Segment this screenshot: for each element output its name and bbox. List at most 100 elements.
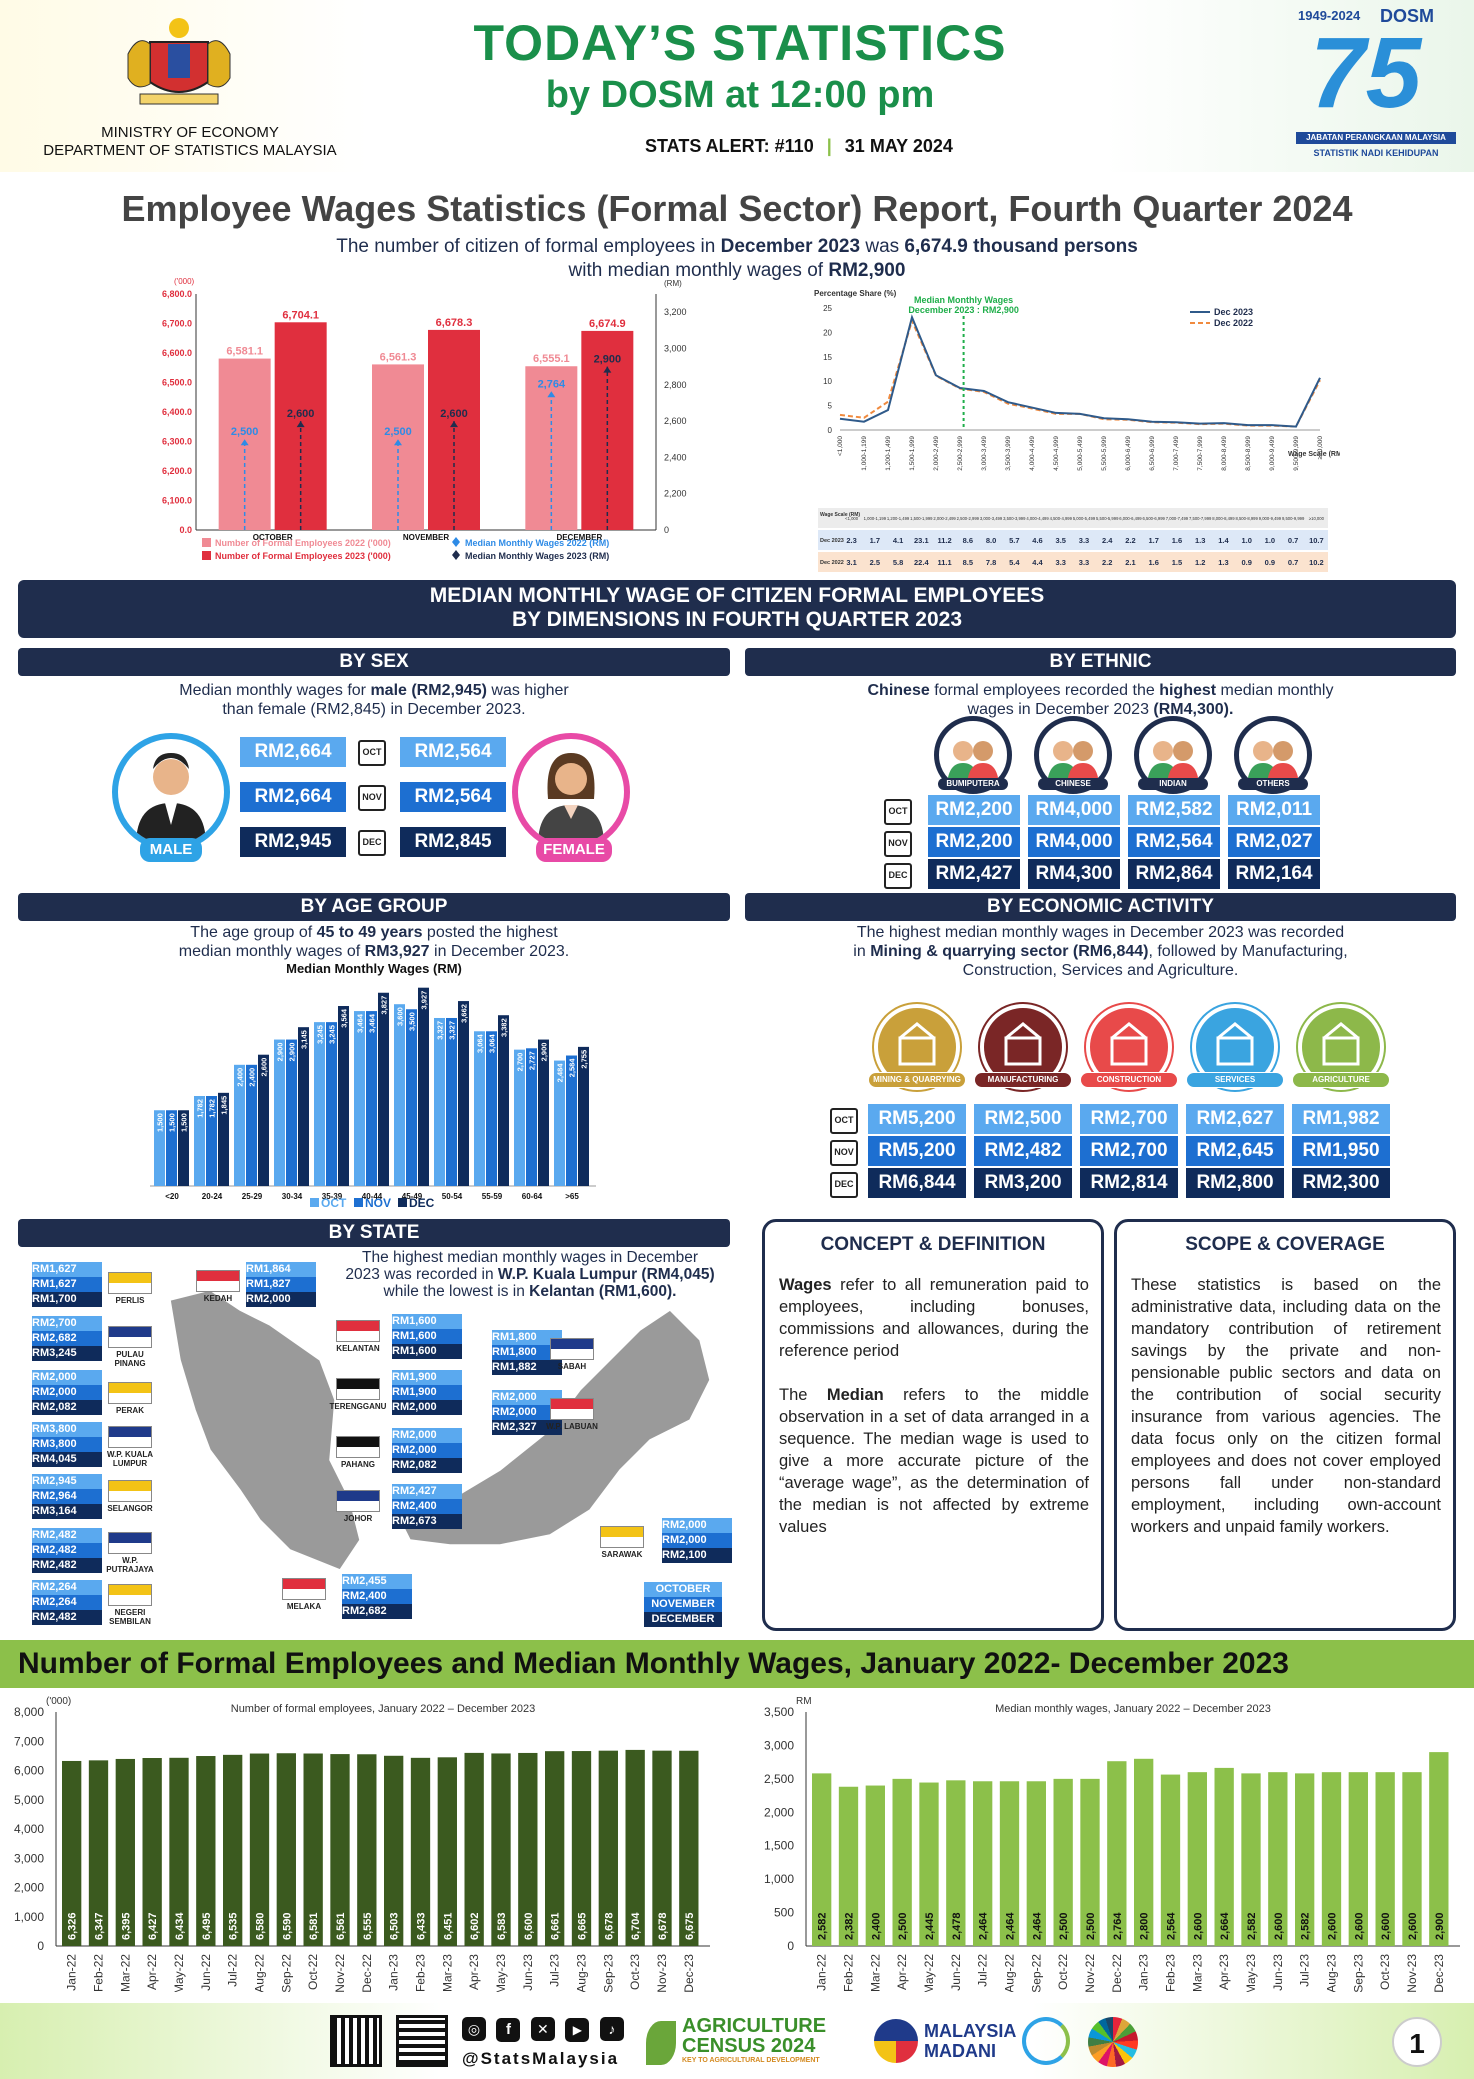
social-handle[interactable]: @StatsMalaysia (462, 2049, 620, 2068)
month-label: OCT (888, 806, 908, 816)
instagram-icon[interactable]: ◎ (462, 2017, 486, 2041)
monthly-bar (196, 1756, 216, 1946)
calendar-dec-icon: DEC (358, 830, 386, 856)
left-tick-label: 0.0 (179, 525, 192, 535)
sector-wage-value: RM6,844 (868, 1168, 966, 1198)
table-col-label: 7,000-7,499 (1166, 516, 1189, 521)
table-row (818, 552, 1328, 572)
monthly-bar-label: 6,704 (630, 1912, 642, 1940)
table-col-label: 6,000-6,499 (1119, 516, 1142, 521)
monthly-bar (169, 1757, 189, 1946)
age-bar (286, 1039, 297, 1186)
age-bar-label: 3,327 (448, 1021, 457, 1040)
table-cell: 1.4 (1218, 536, 1229, 545)
state-name: SARAWAK (601, 1550, 643, 1559)
state-wage-value: RM2,964 (32, 1489, 102, 1504)
legend-swatch (202, 551, 211, 560)
note-text: than female (RM2,845) in December 2023. (222, 701, 526, 718)
note-bold: W.P. Kuala Lumpur (RM4,045) (497, 1266, 715, 1283)
wages-monthly-chart: Median monthly wages, January 2022 – Dec… (764, 1696, 1460, 1992)
age-bar (274, 1039, 285, 1186)
monthly-bar-label: 6,678 (657, 1912, 669, 1940)
table-col-label: 2,000-2,499 (933, 516, 956, 521)
legend-label: Median Monthly Wages 2023 (RM) (465, 551, 609, 561)
age-bar-label: 3,827 (380, 996, 389, 1015)
table-cell: 11.1 (937, 558, 951, 567)
employee-bar-label: 6,674.9 (589, 318, 626, 330)
state-wage-value: RM1,900 (392, 1385, 462, 1400)
state-wage-value: RM2,682 (342, 1604, 412, 1619)
definition-text: refer to all remuneration paid to employ… (779, 1276, 1089, 1360)
ethnic-wage-value: RM2,427 (928, 859, 1020, 889)
state-name: SELANGOR (107, 1504, 153, 1513)
monthly-bar (115, 1758, 135, 1946)
monthly-bar-label: 2,800 (1139, 1912, 1151, 1940)
state-wage-value: RM2,000 (492, 1405, 562, 1420)
monthly-bar-label: 6,434 (174, 1912, 186, 1940)
monthly-bar (1134, 1758, 1154, 1946)
monthly-bar-label: 2,464 (1004, 1912, 1016, 1940)
banner-line1: MEDIAN MONTHLY WAGE OF CITIZEN FORMAL EM… (429, 584, 1045, 607)
category-label: OCTOBER (253, 533, 293, 542)
legend-label: Dec 2023 (1214, 307, 1253, 317)
monthly-bar-label: 2,382 (843, 1912, 855, 1940)
y-tick-label: 1,500 (764, 1839, 794, 1853)
age-bar-label: 3,600 (396, 1007, 405, 1026)
age-bar (154, 1110, 165, 1186)
month-tick-label: Nov-23 (655, 1954, 669, 1992)
y-tick-label: 8,000 (14, 1705, 44, 1719)
table-cell: 2.1 (1125, 558, 1135, 567)
state-wage-value: RM1,900 (392, 1370, 462, 1385)
state-wage-value: RM3,245 (32, 1346, 102, 1361)
note-text: posted the highest (422, 924, 558, 941)
x-tick-label: 6,000-6,499 (1125, 436, 1132, 471)
monthly-bar (518, 1752, 538, 1946)
trend-title: Number of Formal Employees and Median Mo… (18, 1647, 1289, 1680)
monthly-bar-label: 2,464 (1031, 1912, 1043, 1940)
sector-wage-value: RM2,814 (1080, 1168, 1178, 1198)
state-box: RM1,800 RM1,800 RM1,882 (482, 1330, 562, 1375)
monthly-bar (1375, 1772, 1395, 1946)
distribution-line (839, 317, 1321, 428)
table-col-label: 1,500-1,999 (910, 516, 933, 521)
age-bar-label: 3,064 (476, 1033, 485, 1053)
state-wage-value: RM1,882 (492, 1360, 562, 1375)
banner-line2: BY DIMENSIONS IN FOURTH QUARTER 2023 (511, 608, 962, 631)
youtube-icon[interactable]: ▶ (565, 2018, 590, 2042)
age-bar-label: 1,500 (180, 1113, 189, 1132)
agriculture-census-logo: AGRICULTURE CENSUS 2024 KEY TO AGRICULTU… (646, 2015, 866, 2071)
table-cell: 5.7 (1009, 536, 1019, 545)
logo-tagline: STATISTIK NADI KEHIDUPAN (1313, 148, 1439, 158)
monthly-bar-label: 2,582 (817, 1912, 829, 1940)
age-category-label: >65 (565, 1192, 579, 1201)
table-col-label: 5,500-5,999 (1096, 516, 1119, 521)
census-leaf-icon (646, 2021, 676, 2065)
table-cell: 0.7 (1288, 558, 1298, 567)
legend-label: OCT (321, 1196, 347, 1210)
department-name: DEPARTMENT OF STATISTICS MALAYSIA (43, 142, 337, 159)
monthly-bar-label: 2,582 (1246, 1912, 1258, 1940)
x-tick-label: 5,500-5,999 (1101, 436, 1108, 471)
month-label: NOV (888, 838, 908, 848)
monthly-bar (330, 1754, 350, 1946)
table-cell: 1.3 (1195, 536, 1205, 545)
sector-wage-value: RM2,700 (1080, 1136, 1178, 1166)
monthly-bar (1107, 1761, 1127, 1946)
y-tick-label: 2,000 (14, 1881, 44, 1895)
ethnic-wage-value: RM4,000 (1028, 827, 1120, 857)
monthly-bar-label: 6,600 (523, 1912, 535, 1940)
monthly-bar-label: 6,503 (389, 1912, 401, 1940)
x-tick-label: 2,000-2,499 (933, 436, 940, 471)
monthly-bar (1160, 1774, 1181, 1946)
monthly-bar (1348, 1772, 1368, 1946)
tiktok-icon[interactable]: ♪ (599, 2017, 624, 2041)
note-text: while the lowest is in (383, 1283, 530, 1300)
page-number: 1 (1392, 2017, 1442, 2067)
distribution-line (839, 314, 1321, 428)
age-bar-label: 1,782 (196, 1099, 205, 1118)
employee-bar-label: 6,555.1 (533, 353, 570, 365)
x-icon[interactable]: ✕ (530, 2017, 555, 2041)
note-bold: 45 to 49 years (316, 924, 423, 941)
monthly-bar (1241, 1773, 1261, 1946)
facebook-icon[interactable]: f (496, 2018, 521, 2042)
